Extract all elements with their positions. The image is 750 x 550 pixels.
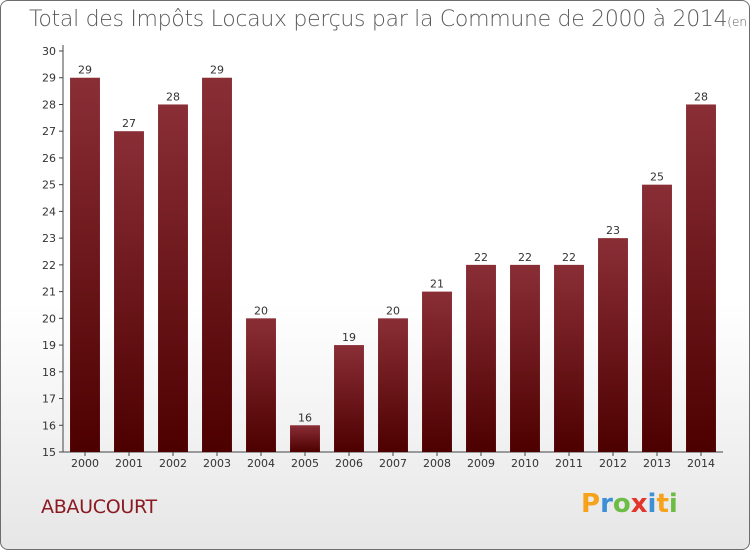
x-tick-label-2010: 2010 [511,457,539,470]
bar-2008 [422,291,452,452]
bar-2012 [598,238,628,452]
y-tick-label: 19 [42,339,56,352]
value-label-2005: 16 [298,411,312,424]
value-label-2012: 23 [606,224,620,237]
bar-2000 [70,77,100,452]
bar-2009 [466,264,496,452]
y-tick-label: 18 [42,366,56,379]
y-tick-label: 26 [42,152,56,165]
logo-letter: o [612,489,631,519]
chart-labels: 29 27 28 29 20 16 19 20 21 22 22 22 23 25 28 [78,64,708,425]
y-tick-label: 20 [42,312,56,325]
x-tick-label-2009: 2009 [467,457,495,470]
logo-letter: i [647,489,657,519]
bar-2006 [334,345,364,452]
chart-bars [70,77,716,452]
x-tick-label-2005: 2005 [291,457,319,470]
y-tick-label: 23 [42,232,56,245]
x-tick-label-2007: 2007 [379,457,407,470]
bar-2013 [642,184,672,452]
x-tick-label-2004: 2004 [247,457,275,470]
y-tick-label: 28 [42,98,56,111]
y-tick-label: 27 [42,125,56,138]
proxiti-logo: Proxiti [581,489,678,519]
bar-2002 [158,104,188,452]
bar-2001 [114,131,144,452]
x-tick-label-2002: 2002 [159,457,187,470]
x-tick-label-2000: 2000 [71,457,99,470]
logo-letter: i [668,489,678,519]
logo-letter: P [581,489,601,519]
value-label-2001: 27 [122,117,136,130]
x-tick-label-2003: 2003 [203,457,231,470]
value-label-2007: 20 [386,304,400,317]
bar-2010 [510,264,540,452]
value-label-2013: 25 [650,171,664,184]
bar-2005 [290,425,320,452]
bar-2014 [686,104,716,452]
x-tick-label-2001: 2001 [115,457,143,470]
x-tick-label-2006: 2006 [335,457,363,470]
bar-2004 [246,318,276,452]
bar-2007 [378,318,408,452]
logo-letter: r [600,489,613,519]
chart-title-text: Total des Impôts Locaux perçus par la Co… [29,7,728,32]
logo-letter: t [656,489,669,519]
x-tick-label-2008: 2008 [423,457,451,470]
value-label-2004: 20 [254,304,268,317]
chart-title: Total des Impôts Locaux perçus par la Co… [29,7,749,32]
y-tick-label: 25 [42,179,56,192]
value-label-2011: 22 [562,251,576,264]
logo-letter: x [630,489,648,519]
y-tick-label: 16 [42,419,56,432]
value-label-2000: 29 [78,64,92,77]
chart-unit: (en milliers d'€) [727,15,749,29]
value-label-2008: 21 [430,278,444,291]
value-label-2003: 29 [210,64,224,77]
y-tick-label: 22 [42,259,56,272]
value-label-2006: 19 [342,331,356,344]
y-tick-label: 30 [42,45,56,58]
value-label-2010: 22 [518,251,532,264]
value-label-2014: 28 [694,90,708,103]
y-tick-label: 21 [42,286,56,299]
x-tick-label-2014: 2014 [687,457,715,470]
value-label-2002: 28 [166,90,180,103]
bar-2003 [202,77,232,452]
commune-name: ABAUCOURT [41,496,157,518]
y-tick-label: 29 [42,72,56,85]
y-tick-label: 17 [42,393,56,406]
y-tick-label: 15 [42,446,56,459]
x-tick-label-2012: 2012 [599,457,627,470]
value-label-2009: 22 [474,251,488,264]
x-tick-label-2011: 2011 [555,457,583,470]
bar-2011 [554,264,584,452]
x-tick-label-2013: 2013 [643,457,671,470]
y-tick-label: 24 [42,205,56,218]
chart-axes: 15 16 17 18 19 20 21 22 23 24 25 26 27 28 29 30 2000 2001… [42,45,723,470]
